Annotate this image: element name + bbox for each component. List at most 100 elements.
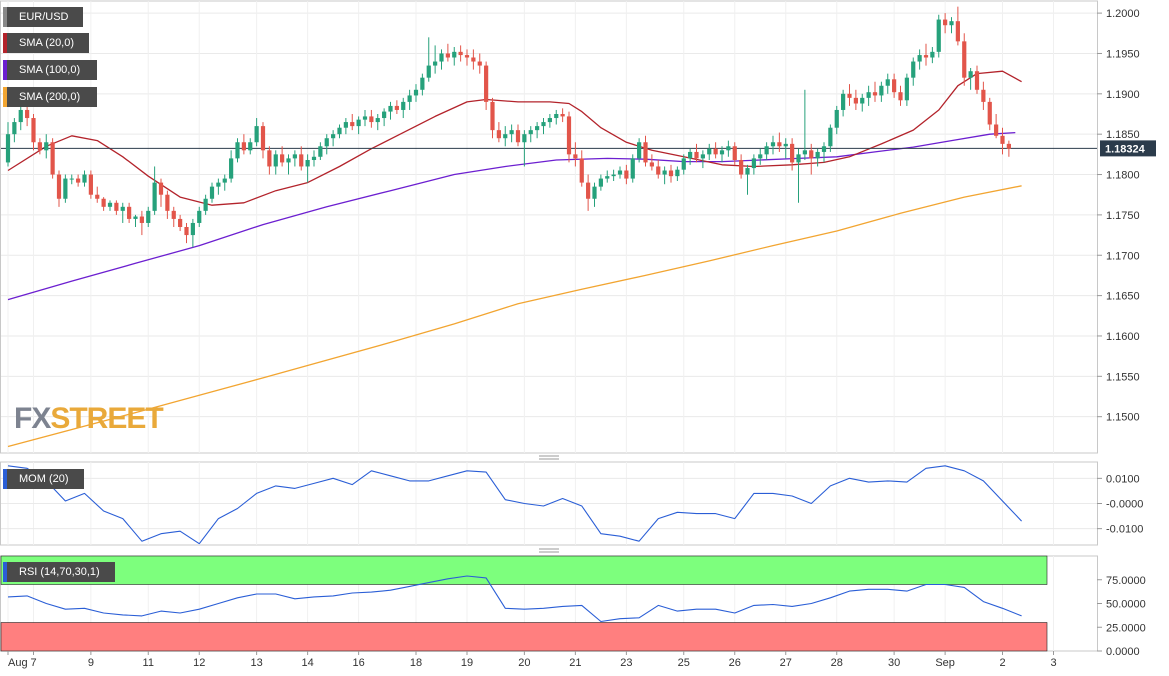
candle (222, 174, 227, 191)
candle-body (758, 154, 763, 159)
time-tick-label: 9 (88, 657, 94, 669)
rsi-tick-label: 75.0000 (1106, 575, 1146, 587)
candle (331, 130, 336, 147)
candle (617, 166, 623, 179)
time-tick-label: 25 (678, 657, 690, 669)
candle (547, 114, 552, 128)
candle (464, 49, 470, 66)
candle-body (477, 61, 482, 66)
candle (44, 134, 49, 159)
candle-body (229, 158, 234, 179)
candle (949, 17, 954, 34)
price-tick-label: 1.2000 (1106, 8, 1140, 20)
candle (879, 81, 884, 102)
candle (700, 150, 705, 169)
candle (751, 154, 756, 175)
candle-body (184, 227, 189, 236)
candle-body (503, 134, 508, 139)
candle-body (146, 210, 151, 223)
candle-body (292, 154, 297, 159)
candle-body (802, 150, 807, 155)
candle (853, 89, 858, 110)
candle (426, 37, 431, 82)
time-tick-label: 3 (1050, 657, 1056, 669)
candle (343, 118, 348, 135)
rsi-label[interactable]: RSI (14,70,30,1) (3, 562, 115, 582)
mom-label[interactable]: MOM (20) (3, 469, 84, 489)
candle-body (37, 142, 42, 151)
candle-body (872, 92, 878, 96)
rsi-overbought-band (0, 555, 1048, 585)
candle (484, 61, 489, 110)
candle-body (248, 142, 253, 151)
candle-body (675, 169, 680, 177)
candle (420, 73, 425, 96)
legend-eurusd[interactable]: EUR/USD (3, 7, 83, 27)
candle-body (286, 158, 291, 163)
candle-body (305, 160, 310, 167)
candle (241, 134, 246, 155)
candle-body (331, 134, 336, 139)
candle-body (790, 143, 795, 163)
candle-body (222, 178, 227, 183)
candle-body (955, 21, 960, 42)
candle (433, 45, 438, 74)
candle (994, 114, 999, 139)
candle-body (171, 210, 176, 219)
candle-body (573, 154, 578, 159)
candle-body (299, 154, 304, 167)
candle-body (968, 71, 973, 78)
candle-body (739, 160, 744, 175)
candle-body (273, 154, 278, 167)
candle-body (165, 194, 170, 211)
candle-body (197, 210, 202, 223)
candle-body (694, 151, 699, 159)
candle (120, 202, 125, 223)
candle (37, 138, 42, 155)
legend-sma20[interactable]: SMA (20,0) (3, 33, 89, 53)
price-tick-label: 1.1550 (1106, 371, 1140, 383)
time-tick-label: 30 (888, 657, 900, 669)
candle-body (203, 198, 208, 211)
candle-body (898, 92, 903, 101)
candle-body (668, 170, 674, 177)
candle-body (127, 206, 132, 219)
rsi-tick-label: 0.0000 (1106, 646, 1140, 658)
candle (770, 135, 776, 155)
legend-sma200[interactable]: SMA (200,0) (3, 87, 97, 107)
candle (688, 148, 693, 165)
candle-body (439, 53, 444, 62)
candle-body (471, 57, 476, 62)
candle (885, 73, 890, 94)
candle-body (133, 216, 138, 219)
candle-body (541, 122, 546, 127)
candle (815, 148, 820, 167)
candle (292, 150, 297, 167)
legend-sma100[interactable]: SMA (100,0) (3, 60, 97, 80)
candle-body (707, 148, 712, 155)
candle-body (120, 206, 125, 211)
time-tick-label: 7 (30, 657, 36, 669)
candle (394, 100, 399, 114)
candle (828, 124, 833, 152)
candle-body (445, 53, 450, 58)
candle-body (82, 174, 87, 183)
candle-body (76, 178, 81, 183)
candle (31, 114, 36, 151)
candle-body (656, 166, 661, 175)
candle-body (554, 114, 559, 119)
candle-body (458, 51, 463, 56)
price-tick-label: 1.1650 (1106, 291, 1140, 303)
candle (82, 170, 87, 187)
candle (490, 97, 495, 139)
candle (146, 206, 151, 227)
candle (745, 164, 750, 195)
candle-body (324, 138, 329, 147)
candle (56, 170, 62, 207)
candle-body (50, 142, 55, 175)
candle (541, 118, 546, 135)
candle (592, 182, 597, 207)
candle-body (152, 182, 157, 211)
candle (675, 166, 680, 181)
